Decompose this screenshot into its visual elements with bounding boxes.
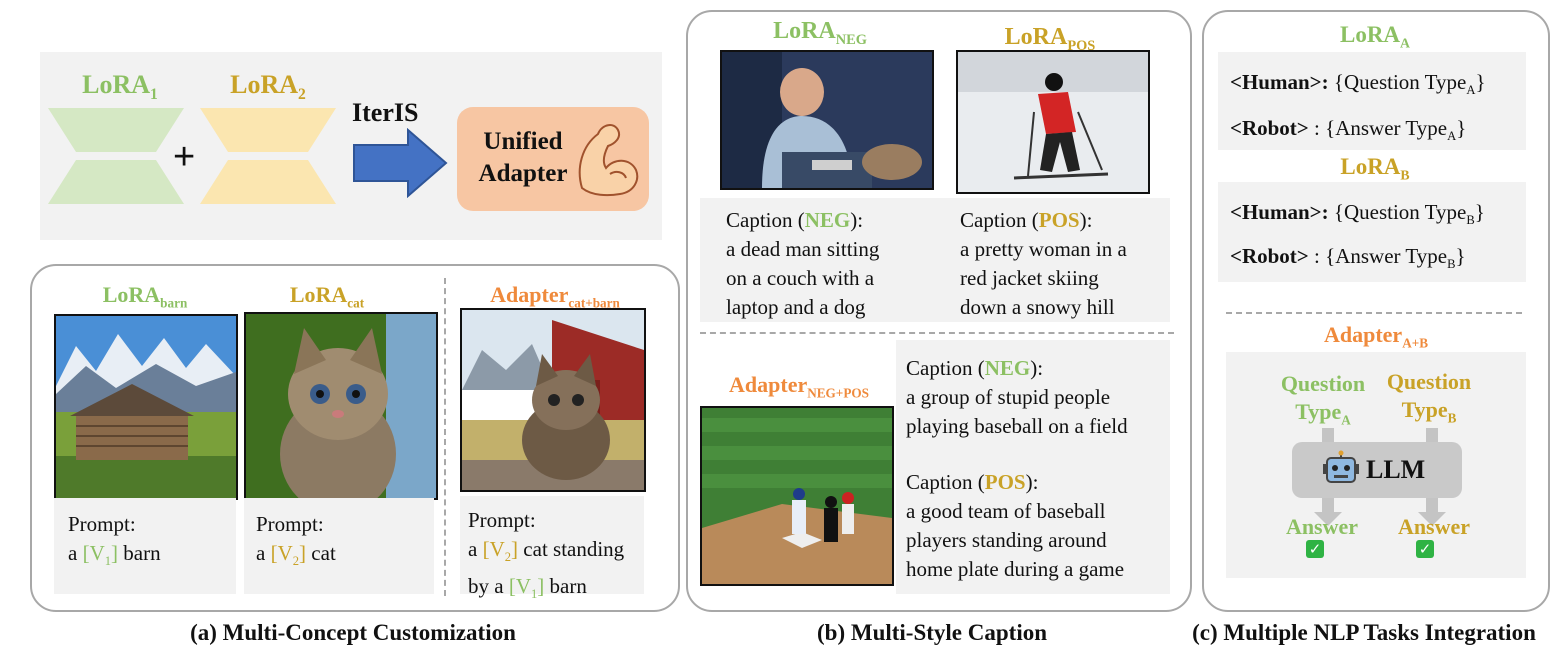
lora1-shape	[48, 108, 184, 204]
prompt-text-barn: a [V1] barn	[68, 541, 161, 569]
question-type-b-label: Question TypeB	[1386, 369, 1472, 426]
right-arrow-icon	[353, 128, 448, 198]
panel-a-divider	[444, 278, 446, 596]
panel-b-frame	[686, 10, 1192, 612]
cat-barn-image	[460, 308, 646, 492]
prompt-label: Prompt:	[468, 508, 536, 532]
answer-a-label: Answer	[1285, 514, 1359, 539]
pos-caption: Caption (POS): a pretty woman in a red j…	[960, 208, 1127, 319]
lora-b-human-line: <Human>: {Question TypeB}	[1230, 200, 1485, 228]
prompt-text-cat-barn-2: by a [V1] barn	[468, 574, 587, 602]
skier-image	[956, 50, 1150, 194]
panel-b-caption: (b) Multi-Style Caption	[817, 620, 1047, 645]
lora-a-robot-line: <Robot> : {Answer TypeA}	[1230, 116, 1467, 144]
barn-image	[54, 314, 238, 500]
check-b-icon: ✓	[1416, 540, 1434, 558]
lora-a-label: LoRAA	[1339, 22, 1411, 51]
panel-c-caption: (c) Multiple NLP Tasks Integration	[1192, 620, 1536, 645]
arrows-into-llm	[1314, 428, 1446, 526]
adapter-cat-barn-label: Adaptercat+barn	[490, 282, 620, 311]
lora-a-box	[1218, 52, 1526, 150]
adapter-caption-box	[896, 340, 1170, 594]
panel-a-bottom-frame	[30, 264, 680, 612]
check-a-icon: ✓	[1306, 540, 1324, 558]
adapter-neg-pos-label: AdapterNEG+POS	[729, 372, 869, 401]
question-type-a-label: Question TypeA	[1280, 371, 1366, 428]
llm-box	[1292, 442, 1462, 498]
panel-c-frame	[1202, 10, 1550, 612]
baseball-image	[700, 406, 894, 586]
adapter-neg-caption: Caption (NEG): a group of stupid people …	[906, 356, 1128, 438]
prompt-label: Prompt:	[256, 512, 324, 536]
answer-b-label: Answer	[1397, 514, 1471, 539]
cat-image	[244, 312, 438, 500]
man-couch-image	[720, 50, 934, 190]
adapter-pos-caption: Caption (POS): a good team of baseball p…	[906, 470, 1125, 581]
lora-b-robot-line: <Robot> : {Answer TypeB}	[1230, 244, 1466, 272]
panel-a-caption: (a) Multi-Concept Customization	[190, 620, 516, 645]
llm-label: LLM	[1366, 455, 1426, 484]
panel-b-divider	[700, 332, 1174, 334]
prompt-text-cat-barn-1: a [V2] cat standing	[468, 537, 625, 565]
lora-pos-label: LoRAPOS	[1004, 24, 1096, 54]
lora2-label: LoRA2	[230, 70, 306, 104]
lora2-shape	[200, 108, 336, 204]
lora-b-label: LoRAB	[1340, 154, 1410, 183]
lora-neg-label: LoRANEG	[773, 18, 867, 48]
iteris-label: IterIS	[352, 98, 419, 127]
prompt-box-cat: Prompt: a [V2] cat	[244, 498, 434, 594]
prompt-label: Prompt:	[68, 512, 136, 536]
prompt-box-cat-barn: Prompt: a [V2] cat standing by a [V1] ba…	[460, 496, 644, 601]
prompt-box-barn: Prompt: a [V1] barn	[54, 498, 236, 594]
panel-c-divider	[1226, 312, 1522, 314]
lora-barn-label: LoRAbarn	[102, 282, 188, 311]
neg-caption: Caption (NEG): a dead man sitting on a c…	[726, 208, 880, 319]
unified-adapter-label: Unified Adapter	[478, 128, 568, 187]
lora-cat-label: LoRAcat	[289, 282, 365, 311]
neg-caption-box	[700, 198, 1170, 322]
robot-icon	[1323, 450, 1359, 483]
plus-sign: +	[173, 136, 196, 178]
lora1-label: LoRA1	[82, 70, 158, 104]
lora-b-box	[1218, 182, 1526, 282]
lora-a-human-line: <Human>: {Question TypeA}	[1230, 70, 1486, 98]
adapter-a-b-label: AdapterA+B	[1323, 322, 1429, 351]
prompt-text-cat: a [V2] cat	[256, 541, 336, 569]
flexed-biceps-icon	[578, 124, 639, 197]
